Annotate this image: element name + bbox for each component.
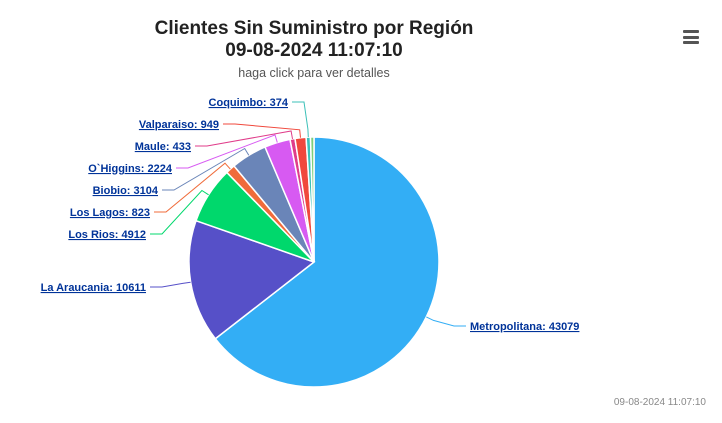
connector-la-araucania bbox=[150, 281, 191, 288]
connector-coquimbo bbox=[292, 101, 309, 138]
chart-title-line2: 09-08-2024 11:07:10 bbox=[225, 40, 403, 61]
connector-valparaiso bbox=[223, 123, 301, 138]
data-label-maule[interactable]: Maule: 433 bbox=[135, 141, 191, 153]
data-label-los-lagos[interactable]: Los Lagos: 823 bbox=[70, 207, 150, 219]
chart-title-line1: Clientes Sin Suministro por Región bbox=[154, 18, 474, 39]
connector-los-lagos bbox=[154, 162, 231, 213]
data-label-biobio[interactable]: Biobio: 3104 bbox=[93, 185, 159, 197]
connector-biobio bbox=[162, 147, 250, 191]
hamburger-menu-icon[interactable] bbox=[680, 28, 702, 46]
data-label-los-rios[interactable]: Los Rios: 4912 bbox=[68, 229, 146, 241]
pie-slice-metropolitana[interactable] bbox=[214, 136, 440, 388]
data-label-coquimbo[interactable]: Coquimbo: 374 bbox=[209, 97, 289, 109]
connector-maule bbox=[195, 130, 293, 147]
pie-slice-unlabeled[interactable] bbox=[309, 136, 315, 263]
pie-slice-la-araucania[interactable] bbox=[188, 219, 316, 340]
chart-title: Clientes Sin Suministro por Región 09-08… bbox=[0, 18, 628, 62]
data-label-o-higgins[interactable]: O`Higgins: 2224 bbox=[88, 163, 173, 175]
connector-los-rios bbox=[150, 189, 209, 235]
footer-timestamp: 09-08-2024 11:07:10 bbox=[613, 397, 706, 408]
chart-subtitle: haga click para ver detalles bbox=[238, 66, 390, 80]
data-label-la-araucania[interactable]: La Araucania: 10611 bbox=[41, 282, 146, 294]
connector-metropolitana bbox=[426, 316, 466, 327]
data-label-metropolitana[interactable]: Metropolitana: 43079 bbox=[470, 321, 579, 333]
data-label-valparaiso[interactable]: Valparaiso: 949 bbox=[139, 119, 219, 131]
connector-o-higgins bbox=[176, 134, 278, 169]
